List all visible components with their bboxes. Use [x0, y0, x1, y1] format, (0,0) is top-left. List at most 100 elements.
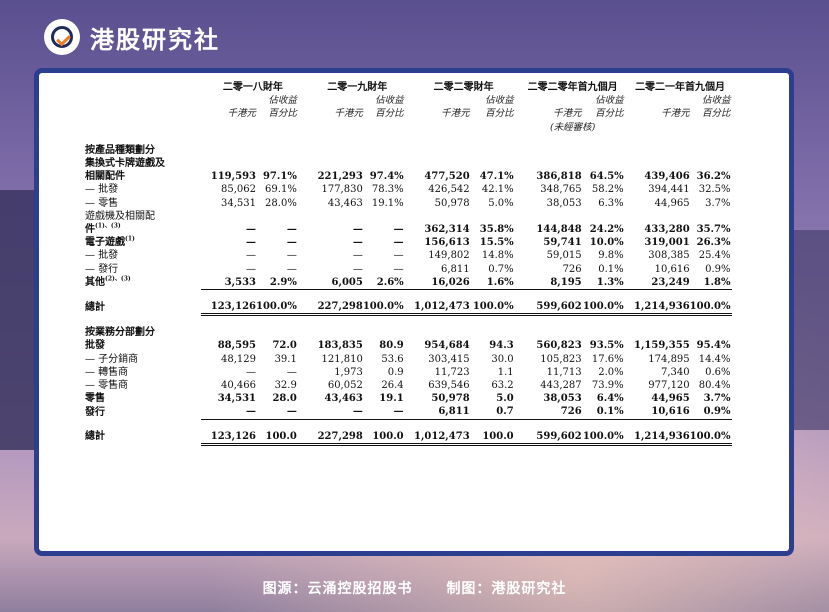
- table-cell: 48,129: [221, 353, 256, 365]
- table-cell: 16,026: [409, 275, 470, 291]
- footnote-mark: (1): [125, 235, 135, 243]
- table-cell: 362,314: [424, 224, 470, 236]
- table-cell: 1.1: [497, 366, 514, 378]
- table-cell: 1,012,473: [409, 429, 470, 446]
- table-cell: 100.0%: [256, 300, 305, 317]
- table-cell: 10,616: [627, 405, 690, 420]
- table-row: — 零售 34,531 28.0% 43,463 19.1% 50,978 5.0% 38,0…: [83, 197, 732, 210]
- table-cell: —: [246, 224, 256, 236]
- table-cell: 0.9%: [705, 263, 731, 275]
- table-cell: 308,385: [648, 250, 690, 262]
- section-title: 按產品種類劃分: [85, 144, 155, 156]
- table-cell: 100.0%: [689, 429, 733, 446]
- table-cell: 1,159,355: [633, 340, 690, 352]
- table-cell: 0.9%: [689, 405, 733, 420]
- table-cell: 28.0%: [265, 197, 297, 209]
- table-cell: —: [201, 405, 256, 420]
- table-cell: 1,012,473: [409, 300, 470, 317]
- table-row: — 批發 — — — — 149,802 14.8% 59,015 9.8% 308,385 25.…: [83, 249, 732, 262]
- table-cell: —: [304, 405, 363, 420]
- sub-pct: 百分比: [268, 108, 297, 120]
- table-cell: —: [246, 263, 256, 275]
- table-cell: 35.7%: [696, 224, 731, 236]
- unaudited-note: (未經審核): [549, 121, 596, 133]
- table-cell: 5.0: [496, 393, 514, 405]
- table-cell: [690, 210, 733, 223]
- table-row: — 轉售商 — — 1,973 0.9 11,723 1.1 11,713 2.0% 7,340 0…: [83, 366, 732, 379]
- table-cell: 5.0%: [488, 197, 514, 209]
- table-cell: 10,616: [654, 263, 690, 275]
- table-cell: 32.5%: [698, 184, 731, 196]
- table-cell: 426,542: [428, 184, 470, 196]
- table-cell: 64.5%: [589, 171, 624, 183]
- table-cell: 78.3%: [371, 184, 404, 196]
- table-cell: [518, 210, 582, 223]
- table-cell: —: [246, 237, 256, 249]
- table-cell: 954,684: [424, 340, 470, 352]
- table-cell: 119,593: [210, 171, 256, 183]
- table-cell: 58.2%: [591, 184, 624, 196]
- table-cell: 7,340: [661, 366, 690, 378]
- table-row: 其他(2)、(3) 3,533 2.9% 6,005 2.6% 16,026 1.6% 8,1…: [83, 275, 733, 291]
- table-cell: 100.0%: [469, 300, 518, 317]
- sub-amt: 千港元: [661, 108, 690, 120]
- table-cell: 639,546: [428, 380, 470, 392]
- table-cell: 177,830: [321, 184, 363, 196]
- period-header-row: 二零一八財年 二零一九財年 二零二零財年 二零二零年首九個月 二零二一年首九個月: [83, 81, 732, 94]
- table-cell: 97.1%: [262, 171, 297, 183]
- table-cell: —: [393, 263, 404, 275]
- period-header: 二零二零年首九個月: [527, 82, 618, 93]
- table-cell: 0.6%: [705, 366, 731, 378]
- brand-name: 港股研究社: [90, 25, 220, 54]
- footnote-mark: (2)、(3): [105, 275, 131, 283]
- table-cell: —: [393, 250, 404, 262]
- table-cell: 35.8%: [479, 224, 514, 236]
- table-cell: 43,463: [324, 393, 363, 405]
- source-note: 图源：云涌控股招股书: [262, 581, 413, 597]
- table-cell: 100.0%: [362, 300, 410, 317]
- table-row: 相關配件 119,593 97.1% 221,293 97.4% 477,520 47.1%…: [83, 170, 732, 183]
- table-cell: 38,053: [546, 197, 582, 209]
- table-cell: [363, 210, 410, 223]
- table-cell: 2.6%: [362, 275, 410, 291]
- table-cell: 6,811: [409, 405, 470, 420]
- table-cell: 11,713: [546, 366, 582, 378]
- table-cell: 40,466: [221, 380, 256, 392]
- table-row: — 批發 85,062 69.1% 177,830 78.3% 426,542 42.1% 3…: [83, 183, 732, 196]
- table-cell: 221,293: [317, 171, 363, 183]
- table-cell: 23,249: [627, 275, 690, 291]
- table-cell: 977,120: [648, 380, 690, 392]
- table-cell: 26.4: [381, 380, 404, 392]
- period-header: 二零二一年首九個月: [635, 82, 726, 93]
- row-label: 總計: [85, 301, 105, 313]
- table-cell: 50,978: [431, 393, 470, 405]
- table-cell: [256, 210, 305, 223]
- table-cell: 1,214,936: [627, 429, 690, 446]
- sub-pct: 百分比: [701, 108, 731, 120]
- section-title: 集換式卡牌遊戲及: [85, 158, 165, 170]
- row-label: — 零售: [85, 197, 119, 209]
- sub-header-row: 佔收益 佔收益 佔收益 佔收益 佔收益: [83, 94, 732, 107]
- row-label: 遊戲機及相關配: [85, 210, 155, 222]
- table-cell: 94.3: [489, 340, 514, 352]
- table-cell: 100.0: [469, 429, 518, 446]
- row-label: — 子分銷商: [85, 353, 139, 365]
- table-cell: 386,818: [536, 171, 582, 183]
- table-cell: 38,053: [543, 393, 582, 405]
- table-cell: 394,441: [648, 184, 690, 196]
- brand-header: 港股研究社: [44, 16, 220, 58]
- table-cell: —: [286, 263, 297, 275]
- table-row: 電子遊戲(1) — — — — 156,613 15.5% 59,741 10.0% 319,00…: [83, 236, 732, 249]
- row-label: — 發行: [85, 263, 119, 275]
- table-cell: 439,406: [644, 171, 690, 183]
- row-label: — 零售商: [85, 380, 129, 392]
- table-cell: 9.8%: [598, 250, 624, 262]
- table-row: 批發 88,595 72.0 183,835 80.9 954,684 94.3 560,82…: [83, 339, 732, 352]
- table-cell: 144,848: [536, 224, 582, 236]
- table-cell: 1,973: [334, 366, 363, 378]
- sub-amt: 千港元: [227, 108, 256, 120]
- table-cell: 1.8%: [689, 275, 733, 291]
- row-label: 其他(2)、(3): [85, 275, 131, 289]
- section-title-row: 集換式卡牌遊戲及: [83, 157, 732, 170]
- table-cell: 560,823: [536, 340, 582, 352]
